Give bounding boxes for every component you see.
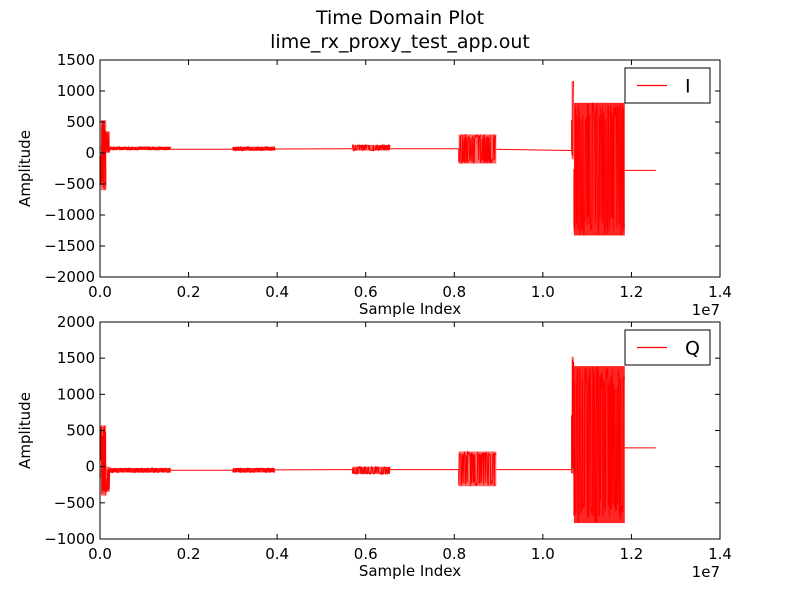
- x-tick-label: 0.8: [442, 283, 466, 301]
- series-i-burst: [352, 144, 390, 151]
- y-axis-label: Amplitude: [16, 130, 34, 207]
- y-tick-label: 1000: [57, 385, 95, 403]
- x-tick-label: 1.2: [619, 545, 643, 563]
- x-tick-label: 0.0: [88, 545, 112, 563]
- series-i-segment: [351, 143, 391, 152]
- y-tick-label: −1000: [44, 530, 95, 548]
- series-i-segment: [573, 101, 625, 236]
- series-i-segment: [100, 120, 107, 190]
- x-axis-label: Sample Index: [359, 300, 461, 318]
- x-tick-label: 0.2: [177, 545, 201, 563]
- series-i-segment: [232, 145, 276, 152]
- y-tick-label: 500: [66, 113, 95, 131]
- y-tick-label: 0: [85, 458, 95, 476]
- series-q-segment: [105, 468, 111, 492]
- y-tick-label: 0: [85, 144, 95, 162]
- series-q: [100, 356, 656, 524]
- y-tick-label: 2000: [57, 313, 95, 331]
- x-tick-label: 1.2: [619, 283, 643, 301]
- axes-2: 0.0 0.2 0.4 0.6 0.8 1.0 1.2 1.4 2000 1500 1000 500 0…: [16, 313, 732, 581]
- series-q-segment: [109, 466, 171, 474]
- y-axis-label: Amplitude: [16, 392, 34, 469]
- legend: I: [624, 67, 711, 104]
- axes-1: 0.0 0.2 0.4 0.6 0.8 1.0 1.2 1.4 1500 1000 500 0 −500…: [16, 51, 732, 319]
- y-tick-label: −500: [54, 494, 95, 512]
- y-tick-label: −1500: [44, 237, 95, 255]
- series-q-segment: [232, 467, 276, 474]
- axes-frame: [99, 59, 721, 278]
- legend-label: Q: [685, 338, 700, 360]
- figure-title: Time Domain Plot: [315, 7, 485, 29]
- y-tick-label: 500: [66, 422, 95, 440]
- x-offset-label: 1e7: [692, 301, 720, 319]
- y-tick-label: −500: [54, 175, 95, 193]
- x-tick-label: 0.2: [177, 283, 201, 301]
- y-tick-label: −1000: [44, 206, 95, 224]
- x-axis-label: Sample Index: [359, 562, 461, 580]
- x-tick-label: 0.4: [265, 283, 289, 301]
- series-i-segment: [109, 145, 171, 151]
- legend-label: I: [685, 76, 691, 98]
- series-i-segment: [571, 81, 575, 157]
- x-tick-label: 0.6: [354, 283, 378, 301]
- series-i-burst: [232, 146, 275, 151]
- series-i-segment: [105, 131, 111, 153]
- series-q-segment: [458, 450, 497, 487]
- x-tick-label: 0.0: [88, 283, 112, 301]
- series-q-segment: [573, 366, 625, 523]
- x-tick-label: 0.4: [265, 545, 289, 563]
- x-tick-label: 1.0: [531, 545, 555, 563]
- series-i: [100, 81, 656, 236]
- y-tick-label: −2000: [44, 268, 95, 286]
- x-tick-label: 1.4: [708, 545, 732, 563]
- x-offset-label: 1e7: [692, 563, 720, 581]
- series-i-segment: [458, 133, 497, 165]
- series-q-segment: [351, 465, 391, 476]
- x-tick-label: 0.8: [442, 545, 466, 563]
- x-tick-label: 1.0: [531, 283, 555, 301]
- series-q-segment: [571, 359, 575, 474]
- series-q-segment: [100, 425, 107, 496]
- figure-subtitle: lime_rx_proxy_test_app.out: [270, 31, 530, 53]
- x-tick-label: 1.4: [708, 283, 732, 301]
- y-tick-label: 1500: [57, 51, 95, 69]
- y-tick-label: 1000: [57, 82, 95, 100]
- legend: Q: [624, 329, 711, 366]
- y-tick-label: 1500: [57, 349, 95, 367]
- series-i-segment: [496, 148, 572, 151]
- x-tick-label: 0.6: [354, 545, 378, 563]
